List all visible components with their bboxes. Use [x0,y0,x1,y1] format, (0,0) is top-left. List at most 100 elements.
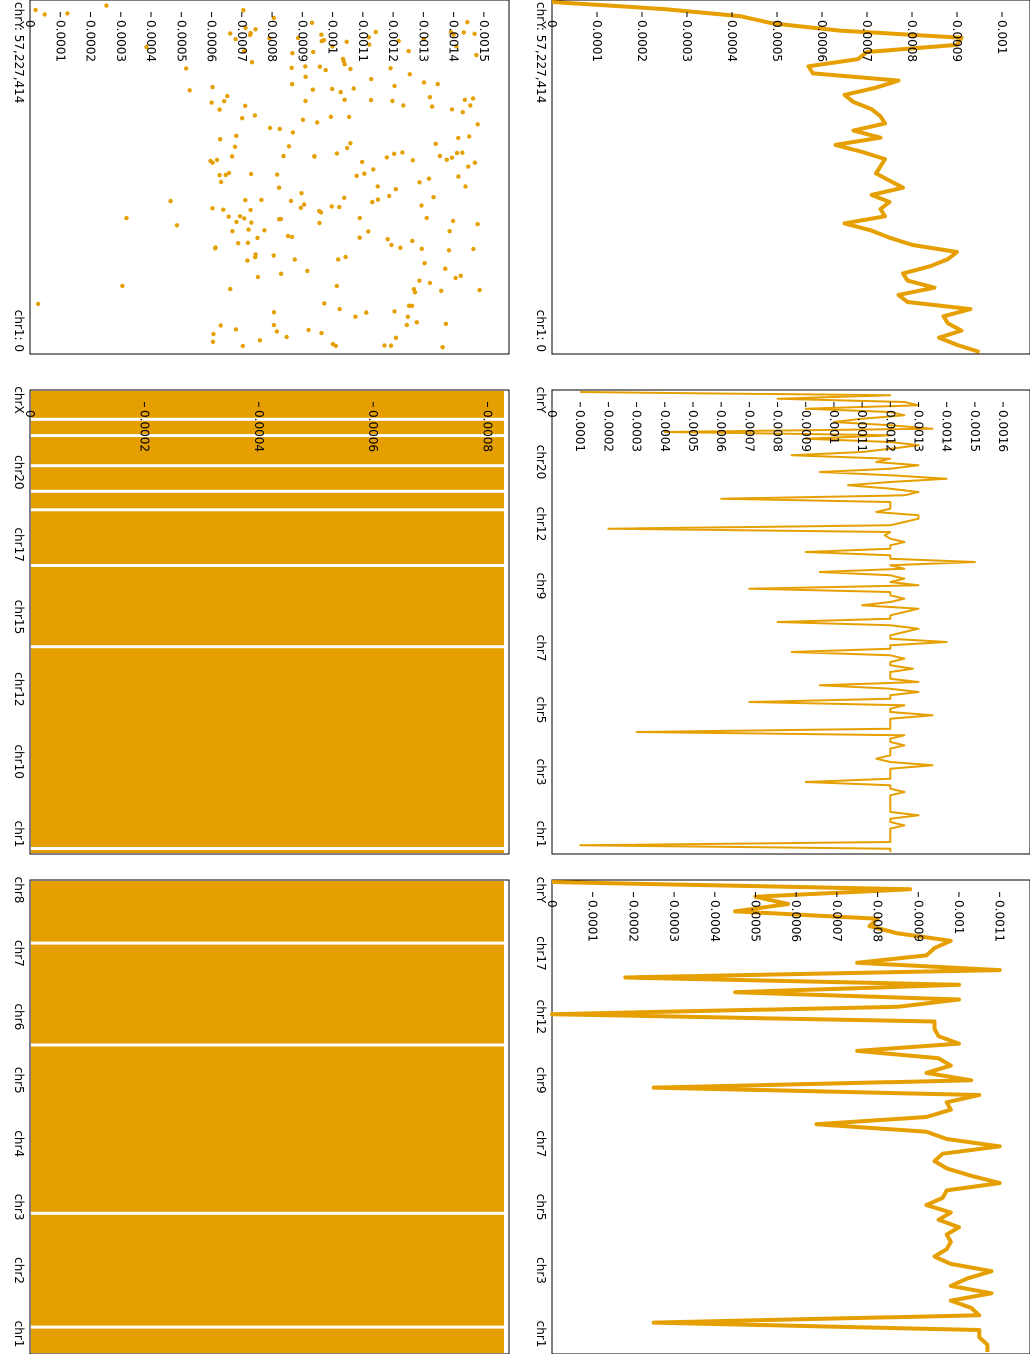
scatter-point [407,72,412,77]
scatter-point [393,335,399,340]
scatter-point [168,198,173,204]
scatter-point [328,114,334,120]
scatter-point [262,228,267,233]
chromosome-label: chr1 [12,821,26,848]
scatter-point [390,98,395,104]
scatter-point [290,82,295,87]
y-tick-label: 0.0015 [968,410,982,452]
scatter-point [470,96,476,101]
scatter-point [446,248,452,253]
y-tick-label: 0 [545,900,559,908]
scatter-point [252,113,258,118]
scatter-point [431,195,436,200]
scatter-point [354,173,359,179]
y-tick-label: 0.0005 [174,20,188,62]
scatter-point [366,35,371,40]
scatter-point [444,157,449,163]
scatter-point [242,216,247,221]
scatter-point [310,87,316,92]
y-tick-label: 0.0004 [725,20,739,62]
scatter-point [344,39,349,44]
scatter-point [375,197,381,202]
y-tick-label: 0.0007 [830,900,844,942]
y-tick-label: 0.0009 [295,20,309,62]
scatter-point [437,153,443,159]
scatter-point [368,97,374,103]
scatter-point [421,80,427,85]
chromosome-label: chr15 [12,600,26,634]
scatter-point [369,76,374,82]
scatter-point [278,216,284,222]
range-start-label: chrY: 57,227,414 [12,2,26,103]
scatter-point [401,103,406,108]
scatter-point [42,12,47,17]
scatter-point [271,15,276,21]
scatter-point [248,171,254,177]
chromosome-label: chrY [534,877,548,904]
scatter-point [281,153,286,159]
scatter-point [456,174,461,179]
scatter-point [451,32,456,37]
scatter-point [466,164,471,169]
chromosome-label: chr7 [12,940,26,967]
scatter-point [284,334,289,340]
scatter-point [400,150,405,155]
scatter-point [187,88,192,93]
chromosome-label: chrY [534,387,548,414]
scatter-point [454,44,459,49]
scatter-point [248,207,253,213]
scatter-point [240,343,245,349]
series-line-3 [550,880,1002,1352]
y-tick-label: 0.0014 [940,410,954,452]
y-tick-label: 0.0003 [667,900,681,942]
scatter-point [475,221,480,227]
area-gap [31,847,504,850]
scatter-point [213,245,218,250]
scatter-point [396,38,401,44]
scatter-point [472,31,477,36]
y-tick-label: 0.0003 [114,20,128,62]
scatter-point [406,48,411,54]
scatter-point [456,135,461,141]
panel-frame-5 [29,389,510,855]
scatter-point [360,159,365,165]
area-gap [31,489,504,493]
chromosome-label: chr5 [534,1194,548,1221]
chromosome-label: chr7 [534,635,548,662]
y-tick-label: 0.0005 [748,900,762,942]
chromosome-label: chr3 [12,1194,26,1221]
panel-frame-4 [29,0,510,355]
scatter-point [426,176,432,181]
y-tick-label: 0.0006 [789,900,803,942]
chromosome-label: chr1 [534,821,548,848]
scatter-point [306,327,311,333]
area-gap [31,645,504,649]
scatter-point [234,133,239,139]
scatter-point [462,97,468,103]
area-gap [31,564,504,567]
scatter-point [124,215,129,221]
scatter-points [33,3,482,350]
scatter-point [299,191,304,196]
scatter-point [236,241,241,246]
scatter-point [218,179,224,185]
chromosome-label: chr10 [12,744,26,778]
scatter-point [211,331,216,337]
scatter-point [290,130,296,135]
scatter-point [414,320,419,325]
chromosome-label: chr20 [12,455,26,489]
scatter-point [303,64,308,69]
y-tick-label: 0.0012 [386,20,400,62]
scatter-point [271,310,277,315]
scatter-point [370,199,375,205]
scatter-point [267,125,273,131]
scatter-point [330,44,335,49]
scatter-point [367,42,372,47]
scatter-point [319,330,324,336]
scatter-point [461,30,466,35]
scatter-point [410,158,415,163]
scatter-point [375,184,380,189]
area-gap [31,434,504,438]
scatter-point [290,51,295,56]
scatter-point [233,327,239,332]
